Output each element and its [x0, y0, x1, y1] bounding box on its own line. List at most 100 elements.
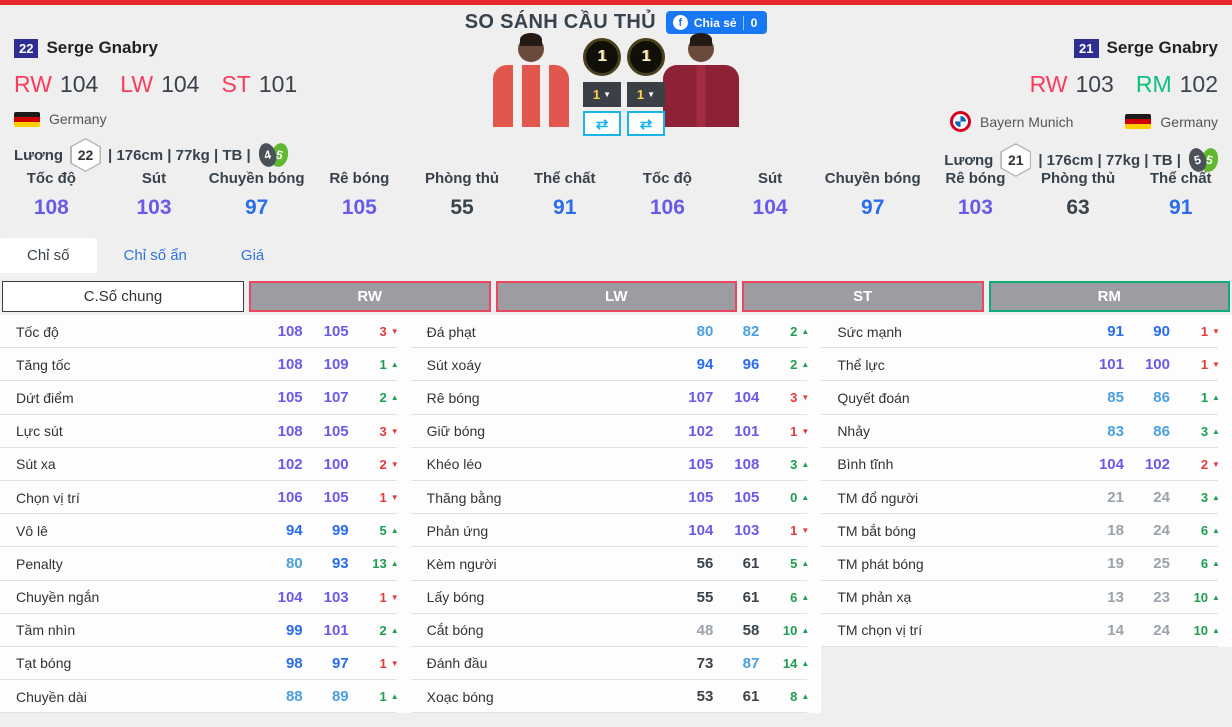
stat-value-right: 101 — [323, 621, 349, 639]
swap-arrows-icon: ⇄ — [639, 115, 653, 133]
position-ovr: 103 — [1075, 71, 1114, 97]
stat-diff: 1 ▼ — [349, 590, 399, 605]
stat-diff-value: 13 — [372, 556, 387, 572]
stat-diff: 5 ▲ — [349, 523, 399, 538]
stat-label: TM phát bóng — [837, 555, 924, 572]
stat-diff-value: 10 — [1193, 622, 1209, 638]
arrow-down-icon: ▼ — [390, 592, 399, 602]
stat-label: Cắt bóng — [426, 622, 484, 639]
stat-value-left: 104 — [277, 588, 303, 606]
stat-value-right: 61 — [742, 688, 760, 706]
share-count: 0 — [742, 15, 757, 30]
bayern-munich-club-icon — [950, 111, 972, 132]
table-row: Thể lực 101 100 1 ▼ — [821, 348, 1232, 382]
stat-diff-value: 5 — [790, 556, 798, 572]
arrow-down-icon: ▼ — [390, 459, 399, 469]
stat-label: Lấy bóng — [426, 589, 485, 606]
table-row: TM bắt bóng 18 24 6 ▲ — [821, 514, 1232, 548]
stat-value-left: 104 — [688, 522, 714, 540]
stat-value-right: 86 — [1153, 422, 1170, 440]
position-rating: RW 103 — [1030, 71, 1114, 98]
chevron-down-icon: ▼ — [603, 90, 612, 99]
overview-stat-label: Chuyền bóng — [208, 170, 305, 187]
stat-diff-value: 1 — [1200, 324, 1209, 340]
stat-value-left: 104 — [1098, 455, 1124, 473]
table-row: Penalty 80 93 13 ▲ — [0, 547, 411, 581]
stat-diff-value: 3 — [379, 423, 387, 439]
position-filter-st[interactable]: ST — [742, 281, 984, 312]
facebook-share-button[interactable]: f Chia sẻ 0 — [665, 11, 768, 34]
stat-diff-value: 1 — [379, 655, 387, 671]
overview-stat-value: 108 — [33, 196, 69, 219]
arrow-down-icon: ▼ — [1212, 327, 1220, 337]
stat-value-right: 103 — [734, 522, 760, 540]
germany-flag-icon — [14, 111, 40, 127]
stat-value-left: 106 — [277, 489, 303, 507]
tab-chỉ-số-ẩn[interactable]: Chỉ số ẩn — [123, 247, 187, 264]
table-row: Tạt bóng 98 97 1 ▼ — [0, 647, 411, 681]
position-label: RM — [1135, 71, 1172, 97]
stat-diff: 3 ▼ — [349, 324, 399, 339]
stat-label: Nhảy — [837, 423, 870, 440]
stat-diff: 10 ▲ — [1170, 590, 1220, 605]
stat-label: Sút xoáy — [426, 356, 482, 373]
stat-label: Tầm nhìn — [16, 622, 76, 639]
overview-stat: Rê bóng 105 — [308, 170, 411, 220]
overview-stat-label: Sút — [757, 170, 783, 187]
stat-diff: 1 ▼ — [349, 656, 399, 671]
table-row: Sút xa 102 100 2 ▼ — [0, 448, 411, 482]
arrow-up-icon: ▲ — [801, 327, 810, 337]
stat-label: Quyết đoán — [837, 389, 910, 406]
overview-stat-value: 97 — [245, 196, 269, 219]
stat-value-left: 101 — [1098, 356, 1124, 374]
table-row: Bình tĩnh 104 102 2 ▼ — [821, 448, 1232, 482]
tab-chỉ-số[interactable]: Chỉ số — [0, 238, 97, 273]
stat-value-left: 80 — [696, 323, 714, 341]
overview-stat-value: 103 — [136, 196, 172, 219]
overview-stat-value: 63 — [1066, 196, 1090, 219]
stat-value-right: 102 — [1144, 455, 1170, 473]
position-rating: ST 101 — [221, 71, 297, 98]
table-row: Khéo léo 105 108 3 ▲ — [410, 448, 822, 482]
stat-diff: 3 ▼ — [759, 390, 809, 405]
stat-value-left: 18 — [1107, 522, 1124, 540]
stat-diff-value: 8 — [790, 689, 798, 705]
arrow-down-icon: ▼ — [1212, 459, 1220, 469]
arrow-up-icon: ▲ — [801, 493, 810, 503]
position-filter-rw[interactable]: RW — [249, 281, 491, 312]
arrow-down-icon: ▼ — [801, 526, 810, 536]
comparison-table: Tốc độ 108 105 3 ▼ Tăng tốc 108 109 1 ▲ Dứt điểm 10… — [0, 315, 1232, 714]
stat-diff-value: 2 — [379, 622, 387, 638]
stat-diff: 1 ▼ — [759, 424, 809, 439]
position-filter-rm[interactable]: RM — [988, 281, 1230, 312]
overview-stat-label: Rê bóng — [945, 170, 1006, 187]
position-filter-c-s-chung[interactable]: C.Số chung — [2, 281, 244, 312]
overview-stat-value: 91 — [1169, 196, 1193, 219]
position-rating: RM 102 — [1136, 71, 1218, 98]
swap-player-right-button[interactable]: ⇄ — [627, 111, 665, 136]
stat-value-right: 105 — [323, 323, 349, 341]
stat-value-left: 107 — [688, 389, 714, 407]
swap-player-left-button[interactable]: ⇄ — [583, 111, 621, 136]
level-select-right[interactable]: 1 ▼ — [627, 82, 665, 107]
overview-stat-label: Phòng thủ — [424, 170, 500, 187]
level-select-left[interactable]: 1 ▼ — [583, 82, 621, 107]
tab-giá[interactable]: Giá — [240, 247, 265, 264]
stat-diff: 6 ▲ — [759, 590, 809, 605]
position-filter-lw[interactable]: LW — [495, 281, 737, 312]
stat-value-left: 13 — [1107, 588, 1124, 606]
stat-diff-value: 2 — [790, 324, 798, 340]
stat-value-left: 19 — [1107, 555, 1124, 573]
table-row: Dứt điểm 105 107 2 ▲ — [0, 381, 411, 415]
arrow-down-icon: ▼ — [390, 658, 399, 668]
facebook-icon: f — [672, 15, 688, 30]
stat-diff-value: 1 — [1200, 357, 1209, 373]
salary-hexagon-badge: 22 — [70, 138, 102, 172]
overview-stat-label: Tốc độ — [642, 170, 692, 187]
table-row: Cắt bóng 48 58 10 ▲ — [410, 614, 822, 648]
player-card-right: 21 Serge Gnabry RW 103 RM 102 Bayern Munich… — [944, 38, 1221, 177]
overview-stat-value: 103 — [957, 196, 993, 219]
stat-diff: 1 ▲ — [349, 357, 399, 372]
arrow-up-icon: ▲ — [801, 592, 810, 602]
stat-label: Khéo léo — [426, 456, 482, 473]
